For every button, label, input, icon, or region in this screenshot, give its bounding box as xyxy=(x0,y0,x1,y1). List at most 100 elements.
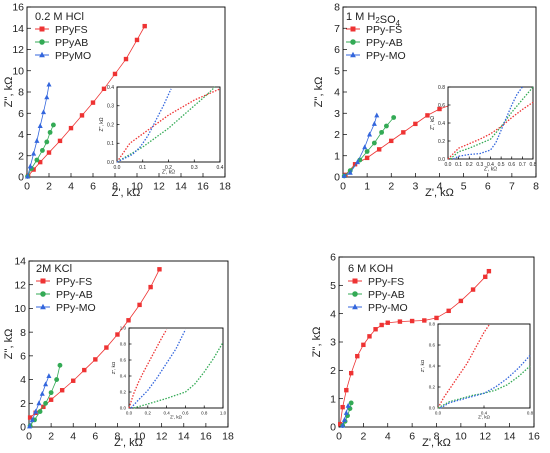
data-point xyxy=(34,157,40,163)
main-x-tick-label: 2 xyxy=(48,431,54,443)
data-point xyxy=(82,367,87,373)
data-point xyxy=(112,71,118,77)
data-point xyxy=(470,287,476,292)
inset-x-tick-label: 0.0 xyxy=(126,411,133,416)
inset: 0.0 0.2 0.4 0.6 0.8 1.0 0.0 0.2 0.4 0.6 0.8 1.0 Z', … xyxy=(111,326,227,420)
inset-x-tick-label: 0.5 xyxy=(498,162,505,168)
inset-y-tick-label: 0.4 xyxy=(120,374,127,379)
y-axis-label: Z'', kΩ xyxy=(311,327,323,358)
main-y-tick-label: 1 xyxy=(334,150,340,162)
inset-y-axis-label: Z'', kΩ xyxy=(99,117,105,131)
main-x-tick-label: 7 xyxy=(509,181,515,193)
panel-3: 0 2 4 6 8 10 12 14 16 18 0 2 4 6 8 10 12 14 Z', kΩ Z'', kΩ 2… xyxy=(3,256,234,449)
series-ppy-ab xyxy=(341,115,397,179)
y-axis-label: Z'', kΩ xyxy=(3,77,15,108)
main-y-tick-label: 4 xyxy=(20,374,26,386)
data-point xyxy=(40,278,46,284)
data-point xyxy=(367,334,372,339)
main-y-tick-label: 10 xyxy=(12,65,24,77)
inset-background xyxy=(117,87,220,162)
inset-series-ppy-mo xyxy=(453,86,523,160)
main-x-tick-label: 0 xyxy=(24,181,30,193)
data-point xyxy=(352,278,358,284)
legend-entry: PPy-MO xyxy=(56,302,96,314)
inset-y-tick-label: 1.0 xyxy=(120,326,127,331)
legend-entry: PPy-FS xyxy=(56,276,92,288)
data-point xyxy=(54,377,60,382)
inset-y-tick-label: 0.6 xyxy=(120,358,127,363)
x-axis-label: Z', kΩ xyxy=(422,437,451,449)
legend-entry: PPy-AB xyxy=(366,37,403,49)
inset-y-axis-label: Z'', kΩ xyxy=(430,116,436,130)
inset-y-tick-label: 0.1 xyxy=(107,141,114,147)
main-y-tick-label: 0 xyxy=(20,422,26,434)
data-point xyxy=(40,109,47,115)
inset: 0.0 0.1 0.2 0.3 0.4 0.5 0.6 0.7 0.80.00.20.40.60… xyxy=(430,85,537,173)
main-x-tick-label: 12 xyxy=(479,431,491,443)
data-point xyxy=(25,173,31,179)
data-point xyxy=(47,129,53,135)
data-point xyxy=(389,138,394,144)
main-x-tick-label: 2 xyxy=(360,431,366,443)
data-point xyxy=(40,303,46,310)
data-point xyxy=(46,81,52,87)
inset-background xyxy=(448,87,533,159)
inset-y-tick-label: 0.4 xyxy=(107,85,114,91)
main-y-tick-label: 0 xyxy=(334,172,340,184)
main-x-tick-label: 16 xyxy=(200,431,212,443)
inset-x-tick-label: 0.4 xyxy=(487,162,494,168)
data-point xyxy=(341,173,347,178)
data-point xyxy=(446,308,451,314)
data-point xyxy=(27,423,33,429)
data-point xyxy=(40,291,46,297)
inset-y-tick-label: 0.8 xyxy=(120,342,127,347)
data-point xyxy=(345,402,351,408)
main-x-tick-label: 12 xyxy=(156,431,168,443)
data-point xyxy=(39,51,45,58)
data-point xyxy=(362,144,368,150)
data-point xyxy=(33,408,39,414)
inset-x-tick-label: 0.1 xyxy=(139,165,146,171)
main-x-tick-label: 6 xyxy=(485,181,491,193)
data-point xyxy=(123,56,129,62)
data-point xyxy=(434,315,439,321)
inset-y-axis-label: Z'', kΩ xyxy=(111,361,116,374)
data-point xyxy=(68,125,74,131)
legend-entry: PPy-AB xyxy=(368,289,405,301)
inset-series-ppy-ab xyxy=(449,86,534,160)
inset-y-tick-label: 0.2 xyxy=(429,385,436,390)
series-ppy-fs xyxy=(338,268,492,427)
data-point xyxy=(39,390,45,396)
inset-background xyxy=(438,324,530,408)
inset-x-axis-label: Z', kΩ xyxy=(478,414,490,419)
legend-entry: PPyMO xyxy=(55,50,91,62)
data-point xyxy=(37,409,43,415)
inset-y-tick-label: 0.8 xyxy=(429,322,436,327)
data-point xyxy=(401,130,406,135)
inset-series-ppy-fs xyxy=(128,329,168,409)
inset-series-ppy-mo xyxy=(130,329,186,409)
main-y-tick-label: 12 xyxy=(14,279,26,291)
data-point xyxy=(348,370,354,376)
inset-x-tick-label: 0.1 xyxy=(455,162,462,168)
legend-entry: PPy-MO xyxy=(368,302,408,314)
inset-x-tick-label: 0.8 xyxy=(530,162,537,168)
inset-y-tick-label: 0.0 xyxy=(429,406,436,411)
inset-series-line xyxy=(116,88,172,163)
inset-frame xyxy=(128,327,224,409)
main-y-tick-label: 1 xyxy=(330,393,336,405)
data-point xyxy=(39,148,45,153)
inset-y-tick-label: 0.8 xyxy=(438,85,445,91)
inset-x-tick-label: 0.7 xyxy=(519,162,526,168)
data-point xyxy=(374,112,380,118)
main-x-tick-label: 8 xyxy=(112,181,118,193)
main-y-tick-label: 6 xyxy=(20,351,26,363)
data-point xyxy=(340,422,346,428)
main-x-tick-label: 6 xyxy=(92,431,98,443)
data-point xyxy=(43,381,49,387)
inset-y-tick-label: 0.0 xyxy=(120,406,127,411)
inset-x-tick-label: 0.0 xyxy=(445,162,452,168)
data-point xyxy=(39,26,45,32)
data-point xyxy=(347,169,353,175)
series-ppy-mo xyxy=(340,402,351,428)
